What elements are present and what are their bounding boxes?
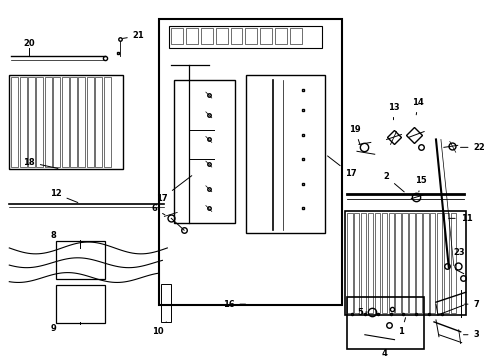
Text: 8: 8 bbox=[51, 231, 57, 240]
Bar bbox=[28, 77, 35, 167]
Text: 21: 21 bbox=[122, 31, 144, 40]
Bar bbox=[70, 77, 77, 167]
Bar bbox=[429, 213, 435, 313]
Bar bbox=[289, 28, 301, 44]
Bar bbox=[11, 77, 18, 167]
Text: 15: 15 bbox=[414, 176, 426, 192]
Bar bbox=[78, 77, 85, 167]
Text: 13: 13 bbox=[387, 103, 399, 120]
Bar bbox=[450, 213, 455, 313]
Bar bbox=[56, 285, 105, 323]
Bar bbox=[9, 75, 122, 169]
Bar bbox=[346, 213, 352, 313]
Bar bbox=[408, 213, 414, 313]
Bar bbox=[388, 213, 393, 313]
Text: 14: 14 bbox=[411, 98, 423, 115]
Bar bbox=[353, 213, 359, 313]
Text: 16: 16 bbox=[222, 300, 245, 309]
Bar bbox=[443, 213, 448, 313]
Text: 3: 3 bbox=[463, 330, 478, 339]
Bar bbox=[395, 213, 400, 313]
Bar bbox=[381, 213, 386, 313]
Text: 10: 10 bbox=[151, 322, 166, 336]
Text: 17: 17 bbox=[327, 156, 356, 179]
Bar bbox=[215, 28, 227, 44]
Bar bbox=[174, 80, 235, 223]
Text: 4: 4 bbox=[381, 349, 387, 358]
Bar bbox=[169, 26, 322, 48]
Bar bbox=[53, 77, 60, 167]
Text: 12: 12 bbox=[50, 189, 78, 203]
Bar bbox=[230, 28, 242, 44]
Bar bbox=[274, 28, 286, 44]
Bar bbox=[367, 213, 372, 313]
Text: 2: 2 bbox=[383, 172, 404, 192]
Bar bbox=[422, 213, 427, 313]
Bar bbox=[161, 284, 171, 322]
Bar bbox=[171, 28, 183, 44]
Bar bbox=[87, 77, 94, 167]
Text: 19: 19 bbox=[348, 125, 360, 145]
Bar bbox=[103, 77, 110, 167]
Bar bbox=[201, 28, 212, 44]
Bar bbox=[346, 297, 423, 348]
Bar bbox=[20, 77, 26, 167]
Bar bbox=[95, 77, 102, 167]
Bar bbox=[374, 213, 379, 313]
Bar bbox=[56, 241, 105, 279]
Text: 17: 17 bbox=[155, 176, 191, 203]
Bar bbox=[159, 19, 342, 305]
Text: 11: 11 bbox=[447, 214, 471, 223]
Text: 7: 7 bbox=[464, 300, 478, 309]
Text: 23: 23 bbox=[452, 248, 464, 257]
Bar bbox=[246, 75, 325, 233]
Bar bbox=[45, 77, 52, 167]
Bar bbox=[245, 28, 257, 44]
Text: 20: 20 bbox=[23, 39, 35, 48]
Text: 9: 9 bbox=[51, 324, 57, 333]
Bar bbox=[436, 213, 442, 313]
Text: 1: 1 bbox=[398, 318, 405, 336]
Bar bbox=[415, 213, 421, 313]
Bar bbox=[402, 213, 407, 313]
Bar bbox=[345, 211, 465, 315]
Bar bbox=[61, 77, 68, 167]
Text: 5: 5 bbox=[356, 307, 366, 316]
Bar bbox=[37, 77, 43, 167]
Bar bbox=[360, 213, 366, 313]
Text: 22: 22 bbox=[460, 143, 484, 152]
Bar bbox=[260, 28, 271, 44]
Bar bbox=[186, 28, 198, 44]
Text: 6: 6 bbox=[151, 204, 164, 215]
Text: 18: 18 bbox=[23, 158, 58, 168]
